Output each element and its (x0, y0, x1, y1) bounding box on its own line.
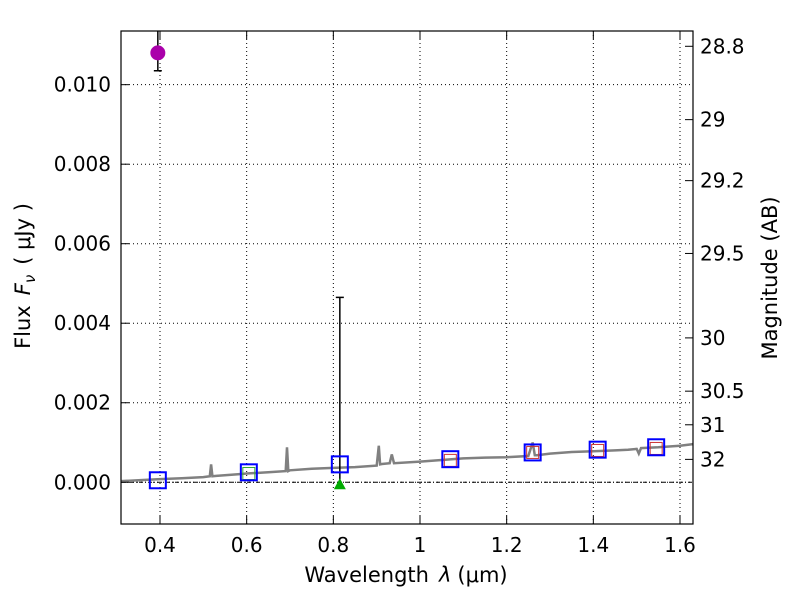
observed-point-3 (591, 443, 605, 457)
x-tick-label-2: 0.8 (317, 533, 349, 557)
magnitude-axis-label: Magnitude (AB) (758, 196, 782, 359)
mag-tick-label-7: 32 (700, 447, 725, 471)
mag-tick-label-1: 29 (700, 108, 725, 132)
y-tick-label-3: 0.006 (54, 232, 111, 256)
mag-tick-label-5: 30.5 (700, 379, 745, 403)
x-tick-label-6: 1.6 (664, 533, 696, 557)
x-tick-label-0: 0.4 (144, 533, 176, 557)
mag-tick-label-3: 29.5 (700, 241, 745, 265)
y-axis-label: FluxFν( μJy ) (11, 203, 39, 349)
detection-marker-0 (150, 45, 166, 61)
model-point-6 (647, 438, 666, 457)
x-ticks: 0.4 0.6 0.8 1 1.2 1.4 1.6 (144, 31, 696, 557)
model-point-2 (330, 455, 349, 474)
y-ticks: 0.000 0.002 0.004 0.006 0.008 0.010 (54, 73, 129, 494)
y-tick-label-2: 0.004 (54, 311, 111, 335)
y-tick-label-5: 0.010 (54, 73, 111, 97)
mag-tick-label-4: 30 (700, 326, 725, 350)
model-point-1 (239, 463, 258, 482)
x-tick-label-5: 1.4 (577, 533, 609, 557)
axes-border (120, 30, 694, 525)
model-point-0 (148, 471, 167, 490)
mag-tick-label-0: 28.8 (700, 34, 745, 58)
x-tick-label-1: 0.6 (231, 533, 263, 557)
model-point-3 (441, 450, 460, 469)
observed-point-2 (526, 445, 540, 459)
x-axis-label: Wavelength λ (μm) (304, 563, 507, 587)
axes-frame (120, 30, 694, 525)
model-point-5 (588, 440, 607, 459)
plot-area (120, 31, 694, 490)
y-tick-label-0: 0.000 (54, 470, 111, 494)
mag-tick-label-6: 31 (700, 413, 725, 437)
upper-limit-marker-0 (333, 478, 346, 490)
markers (148, 45, 666, 490)
mag-tick-label-2: 29.2 (700, 169, 745, 193)
grid-lines (121, 31, 693, 524)
magnitude-ticks: 28.8 29 29.2 29.5 30 30.5 31 32 (685, 34, 745, 471)
y-tick-label-1: 0.002 (54, 391, 111, 415)
x-tick-label-4: 1.2 (491, 533, 523, 557)
x-tick-label-3: 1 (414, 533, 427, 557)
y-tick-label-4: 0.008 (54, 152, 111, 176)
model-point-4 (523, 443, 542, 462)
